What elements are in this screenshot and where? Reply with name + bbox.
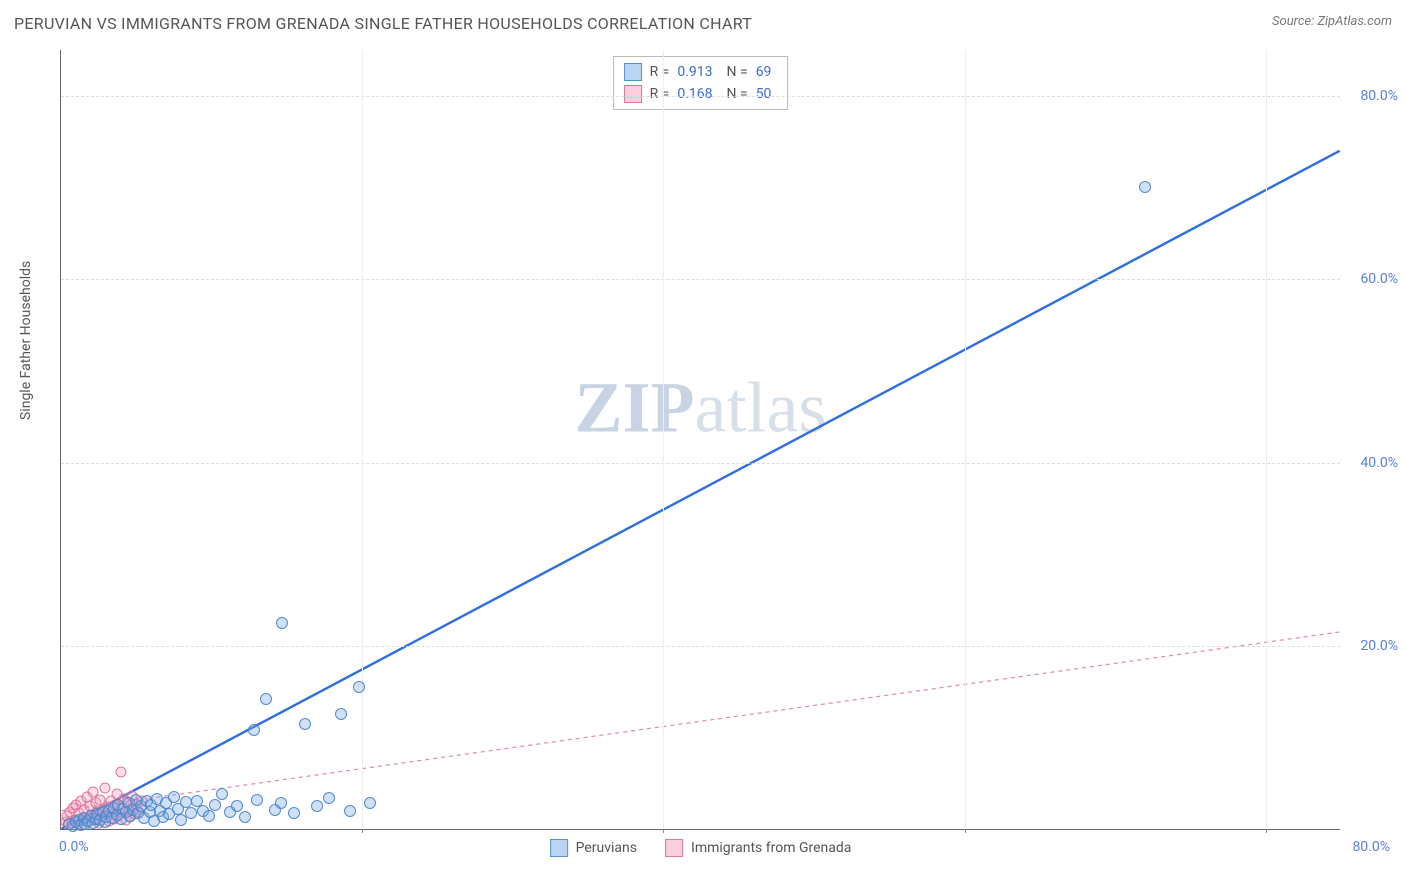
data-point [99, 782, 110, 793]
stat-n-label: N = [727, 64, 748, 80]
legend-series-item: Immigrants from Grenada [665, 839, 851, 857]
legend-series: Peruvians Immigrants from Grenada [550, 839, 852, 857]
data-point [276, 617, 288, 629]
data-point [231, 800, 243, 812]
legend-swatch-icon [624, 85, 642, 103]
gridline-h [61, 96, 1340, 97]
stat-r-label: R = [650, 64, 670, 80]
stat-n-value: 50 [756, 86, 772, 102]
data-point [251, 794, 263, 806]
data-point [353, 681, 365, 693]
data-point [168, 791, 180, 803]
data-point [239, 811, 251, 823]
data-point [209, 799, 221, 811]
y-axis-label: Single Father Households [18, 261, 34, 420]
data-point [203, 810, 215, 822]
data-point [323, 792, 335, 804]
legend-swatch-icon [624, 63, 642, 81]
gridline-h [61, 463, 1340, 464]
data-point [185, 807, 197, 819]
chart-plot-area: ZIPatlas R =0.913N =69R =0.168N =50 0.0%… [60, 50, 1340, 830]
data-point [248, 724, 260, 736]
y-tick-label: 40.0% [1360, 455, 1398, 471]
data-point [344, 805, 356, 817]
data-point [335, 708, 347, 720]
gridline-v [965, 50, 966, 829]
legend-stats: R = 0.913 N = 69 R = 0.168 N = 50 [613, 56, 789, 110]
stat-n-value: 69 [756, 64, 772, 80]
data-point [116, 767, 127, 778]
trend-lines [61, 50, 1340, 829]
source-attribution: Source: ZipAtlas.com [1272, 14, 1392, 29]
y-tick-label: 60.0% [1360, 271, 1398, 287]
data-point [260, 693, 272, 705]
gridline-h [61, 646, 1340, 647]
chart-title: PERUVIAN VS IMMIGRANTS FROM GRENADA SING… [14, 14, 752, 33]
data-point [364, 797, 376, 809]
stat-r-value: 0.168 [677, 86, 712, 102]
y-tick-label: 80.0% [1360, 88, 1398, 104]
data-point [275, 797, 287, 809]
legend-stat-row: R = 0.913 N = 69 [624, 61, 778, 83]
stat-r-label: R = [650, 86, 670, 102]
data-point [311, 800, 323, 812]
x-tick-label-max: 80.0% [1352, 839, 1390, 855]
legend-swatch-icon [550, 839, 568, 857]
legend-series-label: Immigrants from Grenada [691, 840, 851, 856]
data-point [299, 718, 311, 730]
watermark: ZIPatlas [575, 367, 827, 450]
legend-stat-row: R = 0.168 N = 50 [624, 83, 778, 105]
gridline-v [663, 50, 664, 829]
legend-swatch-icon [665, 839, 683, 857]
origin-tick-label: 0.0% [59, 839, 89, 855]
stat-n-label: N = [727, 86, 748, 102]
y-tick-label: 20.0% [1360, 638, 1398, 654]
data-point [216, 788, 228, 800]
gridline-v [362, 50, 363, 829]
data-point [288, 807, 300, 819]
trend-line [61, 632, 1339, 811]
legend-series-label: Peruvians [576, 840, 637, 856]
stat-r-value: 0.913 [677, 64, 712, 80]
gridline-h [61, 279, 1340, 280]
legend-series-item: Peruvians [550, 839, 637, 857]
data-point [1139, 181, 1151, 193]
gridline-v [1266, 50, 1267, 829]
